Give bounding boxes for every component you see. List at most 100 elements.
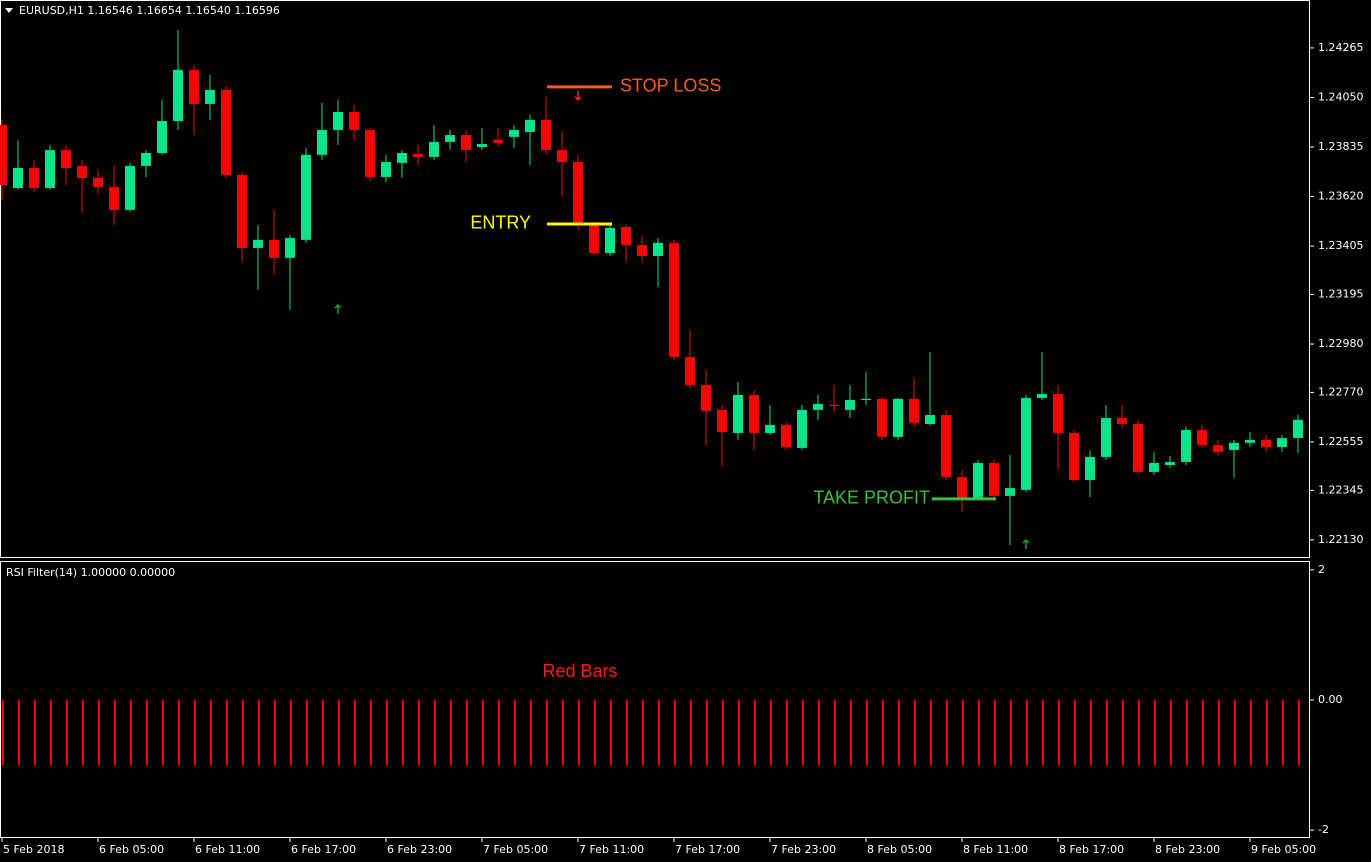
candle-body bbox=[829, 404, 839, 406]
candle-body bbox=[765, 424, 775, 433]
candle-body bbox=[381, 161, 391, 177]
x-tick-label: 7 Feb 11:00 bbox=[579, 843, 644, 856]
y-tick-label: 1.23835 bbox=[1318, 140, 1364, 153]
chart-title: EURUSD,H1 1.16546 1.16654 1.16540 1.1659… bbox=[19, 4, 280, 17]
y-tick-label: 1.24050 bbox=[1318, 90, 1364, 103]
candle-body bbox=[973, 462, 983, 498]
candle-body bbox=[957, 476, 967, 498]
candle-body bbox=[461, 135, 471, 151]
candle-body bbox=[237, 174, 247, 248]
candle-body bbox=[29, 167, 39, 189]
candle-body bbox=[445, 135, 455, 142]
candle-body bbox=[77, 165, 87, 178]
candle-body bbox=[781, 424, 791, 448]
candle-body bbox=[269, 239, 279, 258]
candle-body bbox=[253, 239, 263, 248]
x-tick-label: 8 Feb 17:00 bbox=[1059, 843, 1124, 856]
y-tick-label: 2 bbox=[1318, 563, 1325, 576]
x-tick-label: 6 Feb 23:00 bbox=[387, 843, 452, 856]
candle-body bbox=[317, 129, 327, 155]
candle-body bbox=[1165, 461, 1175, 465]
candle-body bbox=[557, 150, 567, 162]
candle-body bbox=[1037, 394, 1047, 398]
candle-body bbox=[125, 165, 135, 210]
y-tick-label: 1.22980 bbox=[1318, 337, 1364, 350]
candle-body bbox=[0, 124, 7, 186]
candle-body bbox=[589, 224, 599, 254]
buy-arrow bbox=[1022, 538, 1030, 549]
candle-body bbox=[877, 398, 887, 437]
x-tick-label: 9 Feb 05:00 bbox=[1251, 843, 1316, 856]
candle-body bbox=[717, 409, 727, 433]
x-tick-label: 5 Feb 2018 bbox=[3, 843, 64, 856]
candle-body bbox=[813, 403, 823, 410]
candle-body bbox=[989, 462, 999, 496]
candle-body bbox=[13, 167, 23, 189]
candle-body bbox=[669, 242, 679, 357]
level-label: ENTRY bbox=[470, 213, 531, 233]
x-tick-label: 6 Feb 05:00 bbox=[99, 843, 164, 856]
candle-body bbox=[749, 394, 759, 433]
candle-body bbox=[45, 150, 55, 189]
candle-body bbox=[909, 398, 919, 423]
x-tick-label: 8 Feb 11:00 bbox=[963, 843, 1028, 856]
candle-body bbox=[333, 111, 343, 130]
candle-body bbox=[605, 227, 615, 254]
candle-body bbox=[1021, 397, 1031, 490]
candle-body bbox=[477, 144, 487, 148]
candle-body bbox=[221, 89, 231, 175]
candle-body bbox=[637, 244, 647, 256]
candle-body bbox=[525, 119, 535, 133]
candle-body bbox=[1133, 423, 1143, 472]
candle-body bbox=[1053, 394, 1063, 433]
candle-body bbox=[653, 242, 663, 256]
x-tick-label: 7 Feb 17:00 bbox=[675, 843, 740, 856]
x-tick-label: 8 Feb 23:00 bbox=[1155, 843, 1220, 856]
candle-body bbox=[1293, 419, 1303, 439]
candle-body bbox=[861, 398, 871, 401]
y-tick-label: 1.24265 bbox=[1318, 41, 1364, 54]
sell-arrow bbox=[574, 90, 582, 101]
candle-body bbox=[301, 154, 311, 240]
candle-body bbox=[429, 141, 439, 157]
indicator-title: RSI Filter(14) 1.00000 0.00000 bbox=[6, 566, 175, 579]
candle-body bbox=[1277, 438, 1287, 448]
candle-body bbox=[1197, 429, 1207, 445]
candle-body bbox=[1213, 444, 1223, 452]
candle-body bbox=[1229, 442, 1239, 451]
candle-body bbox=[925, 414, 935, 424]
y-tick-label: 1.22130 bbox=[1318, 533, 1364, 546]
candle-body bbox=[1101, 417, 1111, 457]
candle-body bbox=[1261, 439, 1271, 448]
y-tick-label: 1.22770 bbox=[1318, 385, 1364, 398]
panel-annotation: Red Bars bbox=[542, 661, 617, 681]
candle-body bbox=[733, 394, 743, 433]
x-tick-label: 7 Feb 05:00 bbox=[483, 843, 548, 856]
level-label: STOP LOSS bbox=[620, 76, 721, 96]
candle-body bbox=[509, 129, 519, 137]
candle-body bbox=[61, 150, 71, 168]
x-tick-label: 6 Feb 17:00 bbox=[291, 843, 356, 856]
y-tick-label: 1.23620 bbox=[1318, 190, 1364, 203]
candle-body bbox=[1149, 462, 1159, 472]
candle-body bbox=[1069, 432, 1079, 480]
buy-arrow bbox=[334, 303, 342, 314]
candle-body bbox=[1181, 429, 1191, 462]
menu-triangle bbox=[5, 8, 13, 13]
candle-body bbox=[413, 153, 423, 157]
candle-body bbox=[797, 409, 807, 448]
candle-body bbox=[205, 89, 215, 104]
y-tick-label: 1.23405 bbox=[1318, 239, 1364, 252]
candle-body bbox=[493, 139, 503, 143]
candle-body bbox=[157, 120, 167, 154]
candle-body bbox=[285, 238, 295, 258]
y-tick-label: 1.22345 bbox=[1318, 483, 1364, 496]
x-tick-label: 8 Feb 05:00 bbox=[867, 843, 932, 856]
x-tick-label: 6 Feb 11:00 bbox=[195, 843, 260, 856]
candle-body bbox=[1117, 417, 1127, 424]
candle-body bbox=[845, 400, 855, 410]
candle-body bbox=[93, 177, 103, 187]
candle-body bbox=[397, 153, 407, 163]
candle-body bbox=[941, 414, 951, 477]
